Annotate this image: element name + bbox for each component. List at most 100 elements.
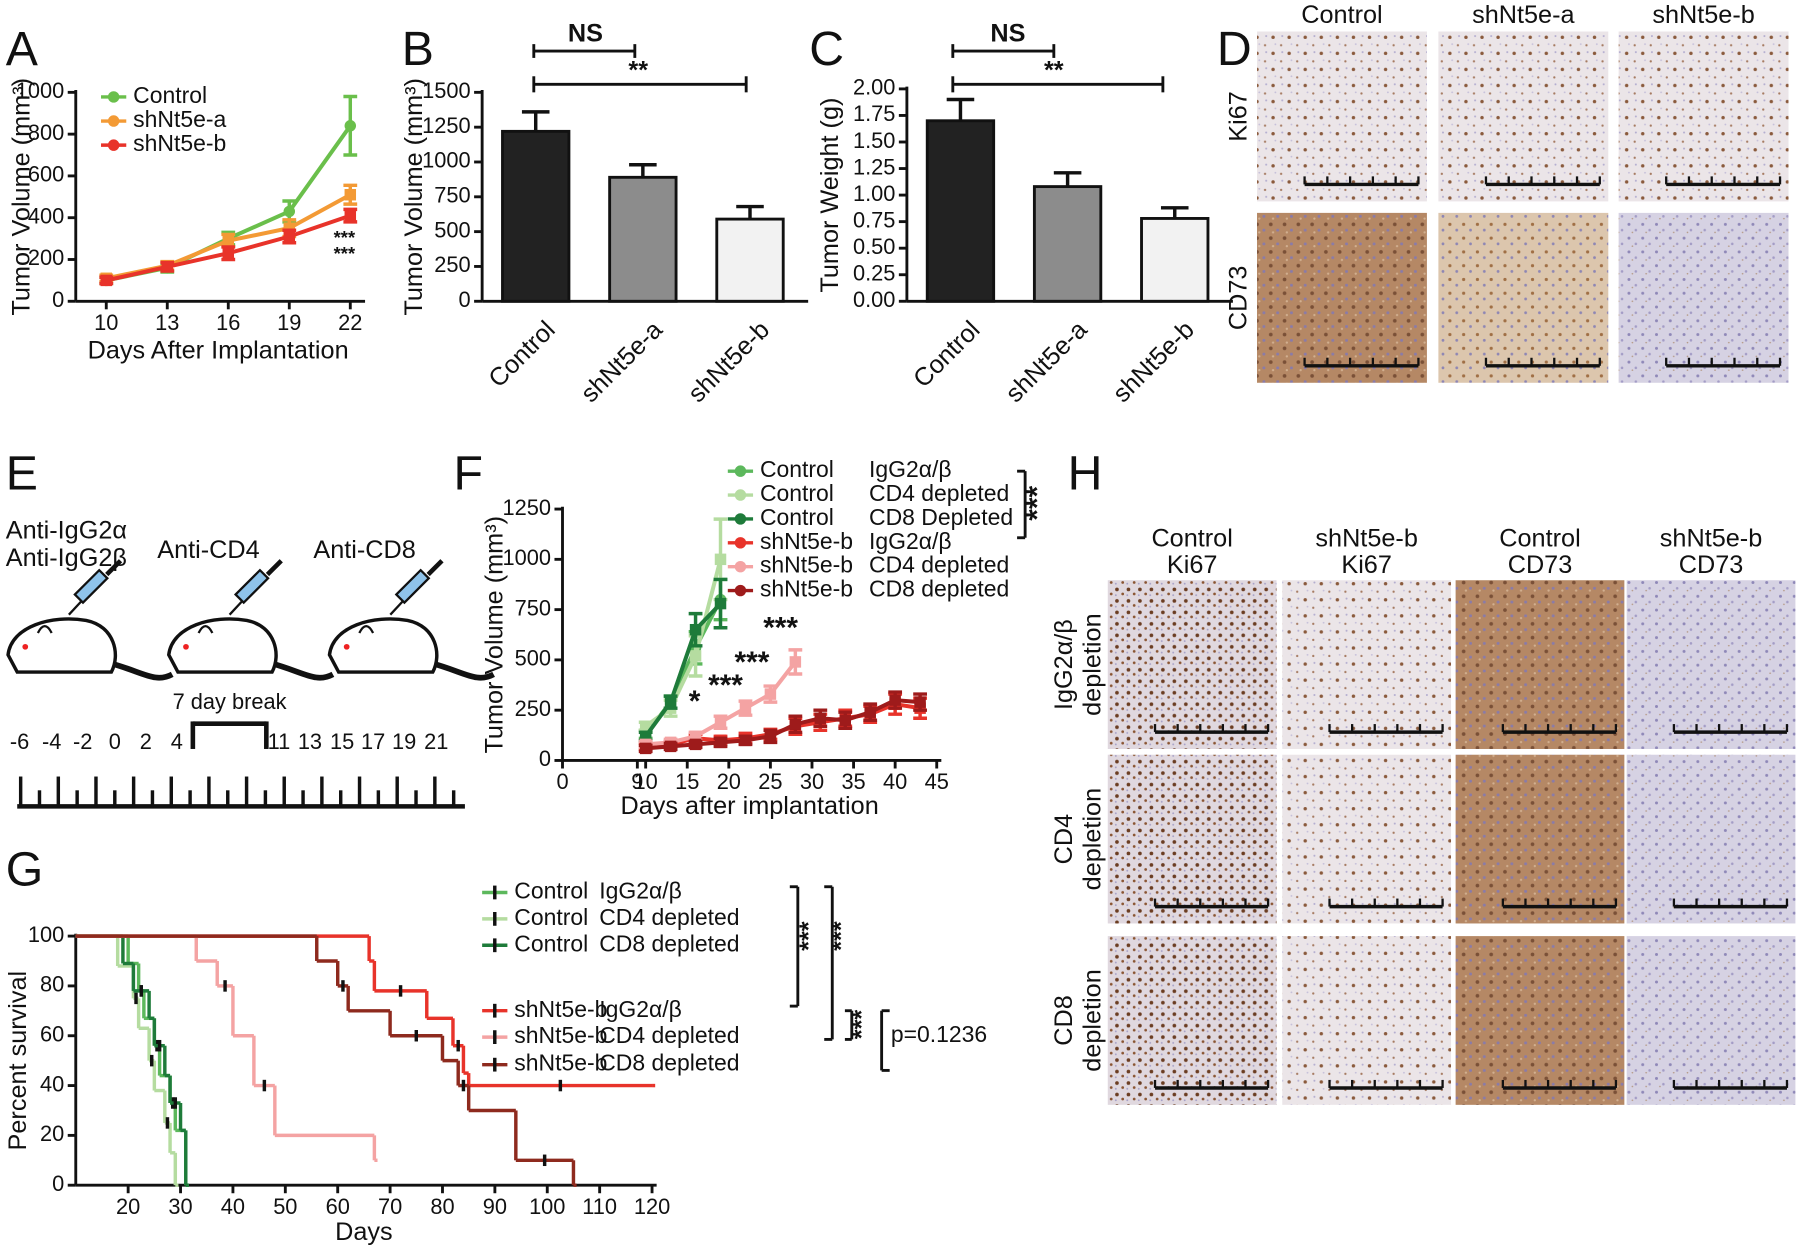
legend-marker bbox=[734, 489, 747, 501]
annotation: *** bbox=[734, 646, 769, 679]
legend-group: CD4 depleted bbox=[599, 1022, 739, 1048]
annotation: *** bbox=[795, 921, 823, 951]
marker bbox=[664, 740, 677, 753]
x-tick-label: 15 bbox=[675, 769, 699, 794]
mouse-eye bbox=[343, 643, 350, 650]
legend-label: Control bbox=[760, 480, 834, 506]
annotation: NS bbox=[568, 20, 603, 48]
micrograph bbox=[1107, 754, 1277, 924]
row-header: depletion bbox=[1079, 613, 1107, 716]
y-tick-label: 1250 bbox=[422, 113, 471, 138]
y-axis-label: Tumor Volume (mm³) bbox=[8, 78, 36, 316]
marker bbox=[739, 702, 752, 714]
marker bbox=[764, 688, 777, 700]
x-axis-label: Days bbox=[335, 1218, 393, 1246]
micrograph bbox=[1626, 754, 1796, 924]
y-tick-label: 1000 bbox=[16, 78, 65, 103]
marker bbox=[914, 696, 926, 708]
mouse-body bbox=[6, 617, 117, 674]
y-axis-label: Percent survival bbox=[4, 971, 32, 1151]
legend-group: CD8 depleted bbox=[599, 1050, 739, 1076]
annotation: ** bbox=[628, 56, 648, 84]
legend-marker bbox=[734, 465, 747, 477]
marker bbox=[714, 736, 727, 749]
x-tick-label: 0 bbox=[556, 769, 568, 794]
column-header: Ki67 bbox=[1167, 551, 1218, 579]
marker bbox=[714, 553, 727, 566]
marker bbox=[283, 205, 296, 218]
y-tick-label: 0 bbox=[459, 287, 471, 312]
y-tick-label: 0.75 bbox=[853, 207, 895, 232]
marker bbox=[689, 623, 702, 636]
syringe-plunger bbox=[105, 559, 123, 577]
annotation: *** bbox=[763, 611, 798, 644]
row-header: depletion bbox=[1079, 788, 1107, 891]
micrograph bbox=[1107, 580, 1277, 749]
micrograph bbox=[1282, 580, 1452, 749]
panel-letter: D bbox=[1217, 22, 1252, 76]
timeline-label: 17 bbox=[361, 729, 385, 754]
y-tick-label: 20 bbox=[40, 1121, 64, 1146]
x-tick-label: 90 bbox=[483, 1194, 507, 1219]
panel-letter: A bbox=[6, 22, 39, 76]
row-header: CD4 bbox=[1050, 814, 1078, 865]
y-tick-label: 1000 bbox=[422, 148, 471, 173]
y-tick-label: 500 bbox=[515, 646, 551, 671]
micrograph bbox=[1455, 754, 1625, 924]
legend-group: IgG2α/β bbox=[869, 528, 952, 554]
panel-letter: B bbox=[402, 22, 434, 76]
x-tick-label: 70 bbox=[378, 1194, 402, 1219]
column-header: shNt5e-b bbox=[1652, 1, 1754, 29]
micrograph bbox=[1282, 754, 1452, 924]
y-tick-label: 800 bbox=[28, 120, 64, 145]
micrograph bbox=[1257, 212, 1427, 383]
legend-group: CD8 Depleted bbox=[869, 504, 1013, 530]
column-header: Control bbox=[1151, 525, 1232, 553]
y-tick-label: 1500 bbox=[422, 78, 471, 103]
x-tick-label: 16 bbox=[216, 310, 240, 335]
marker bbox=[344, 188, 357, 201]
bar bbox=[608, 175, 678, 303]
micrograph bbox=[1282, 936, 1452, 1105]
marker bbox=[689, 738, 702, 751]
row-header: Ki67 bbox=[1224, 91, 1252, 142]
x-tick-label: 25 bbox=[758, 769, 782, 794]
legend-label: Control bbox=[133, 82, 207, 108]
legend-group: CD4 depleted bbox=[869, 552, 1009, 578]
bar bbox=[925, 119, 996, 303]
error-bar bbox=[736, 204, 764, 220]
annotation: *** bbox=[334, 227, 356, 248]
syringe-barrel bbox=[73, 568, 109, 605]
marker bbox=[283, 222, 296, 234]
x-tick-label: shNt5e-a bbox=[1000, 315, 1093, 408]
timeline-label: -6 bbox=[10, 729, 29, 754]
y-tick-label: 40 bbox=[40, 1071, 64, 1096]
y-tick-label: 80 bbox=[40, 972, 64, 997]
y-tick-label: 0 bbox=[52, 1171, 64, 1196]
mouse-tail bbox=[108, 660, 174, 681]
legend-label: shNt5e-b bbox=[514, 1022, 607, 1048]
x-tick-label: 22 bbox=[338, 310, 362, 335]
panel-letter: F bbox=[453, 447, 482, 501]
timeline-label: 4 bbox=[171, 729, 183, 754]
legend-marker bbox=[107, 115, 120, 127]
syringe-plunger bbox=[265, 559, 283, 577]
x-tick-label: shNt5e-b bbox=[1108, 316, 1200, 408]
mouse-eye bbox=[183, 643, 189, 650]
x-axis-label: Days after implantation bbox=[621, 792, 879, 820]
y-tick-label: 1.25 bbox=[853, 154, 895, 179]
x-tick-label: Control bbox=[908, 316, 985, 393]
timeline-label: 21 bbox=[424, 729, 448, 754]
y-tick-label: 1.50 bbox=[853, 128, 895, 153]
marker bbox=[639, 720, 652, 733]
annotation: * bbox=[689, 685, 701, 718]
marker bbox=[789, 718, 802, 730]
legend-label: shNt5e-b bbox=[760, 576, 853, 602]
marker bbox=[714, 597, 727, 610]
bar bbox=[501, 129, 571, 303]
y-tick-label: 750 bbox=[515, 595, 551, 620]
legend-marker bbox=[107, 91, 120, 103]
mouse-ear bbox=[36, 625, 53, 634]
x-tick-label: 50 bbox=[273, 1194, 297, 1219]
